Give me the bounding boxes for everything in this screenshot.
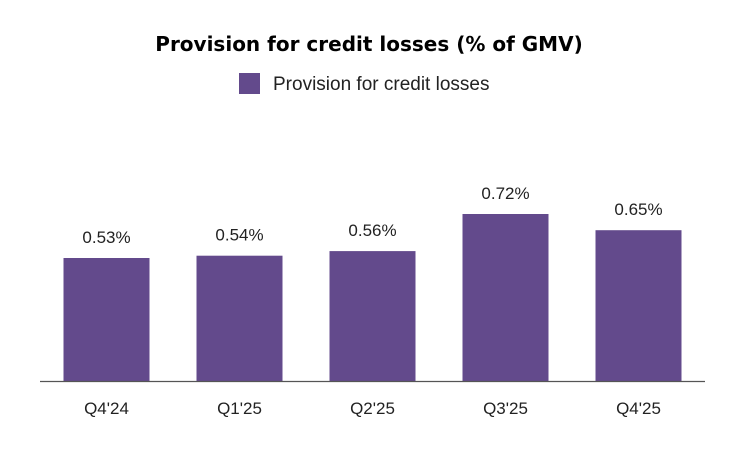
data-label-Q1'25: 0.54% bbox=[215, 226, 263, 245]
data-label-Q2'25: 0.56% bbox=[348, 221, 396, 240]
bars-group bbox=[63, 214, 682, 381]
bar-Q3'25 bbox=[462, 214, 549, 381]
legend: Provision for credit losses bbox=[239, 73, 489, 95]
bar-Q4'25 bbox=[595, 230, 682, 381]
x-tick-label-Q1'25: Q1'25 bbox=[217, 399, 262, 418]
x-tick-label-Q4'25: Q4'25 bbox=[616, 399, 661, 418]
chart-title: Provision for credit losses (% of GMV) bbox=[155, 32, 582, 56]
legend-swatch bbox=[239, 73, 260, 94]
bar-Q1'25 bbox=[196, 255, 283, 381]
x-tick-label-Q2'25: Q2'25 bbox=[350, 399, 395, 418]
data-label-Q4'24: 0.53% bbox=[82, 228, 130, 247]
x-tick-label-Q4'24: Q4'24 bbox=[84, 399, 129, 418]
bar-Q2'25 bbox=[329, 251, 416, 381]
data-label-Q4'25: 0.65% bbox=[614, 200, 662, 219]
data-label-Q3'25: 0.72% bbox=[481, 184, 529, 203]
x-tick-label-Q3'25: Q3'25 bbox=[483, 399, 528, 418]
bar-Q4'24 bbox=[63, 258, 150, 381]
legend-label: Provision for credit losses bbox=[273, 74, 489, 95]
data-labels-group: 0.53% 0.54% 0.56% 0.72% 0.65% bbox=[82, 184, 662, 247]
x-tick-labels-group: Q4'24 Q1'25 Q2'25 Q3'25 Q4'25 bbox=[84, 399, 661, 418]
